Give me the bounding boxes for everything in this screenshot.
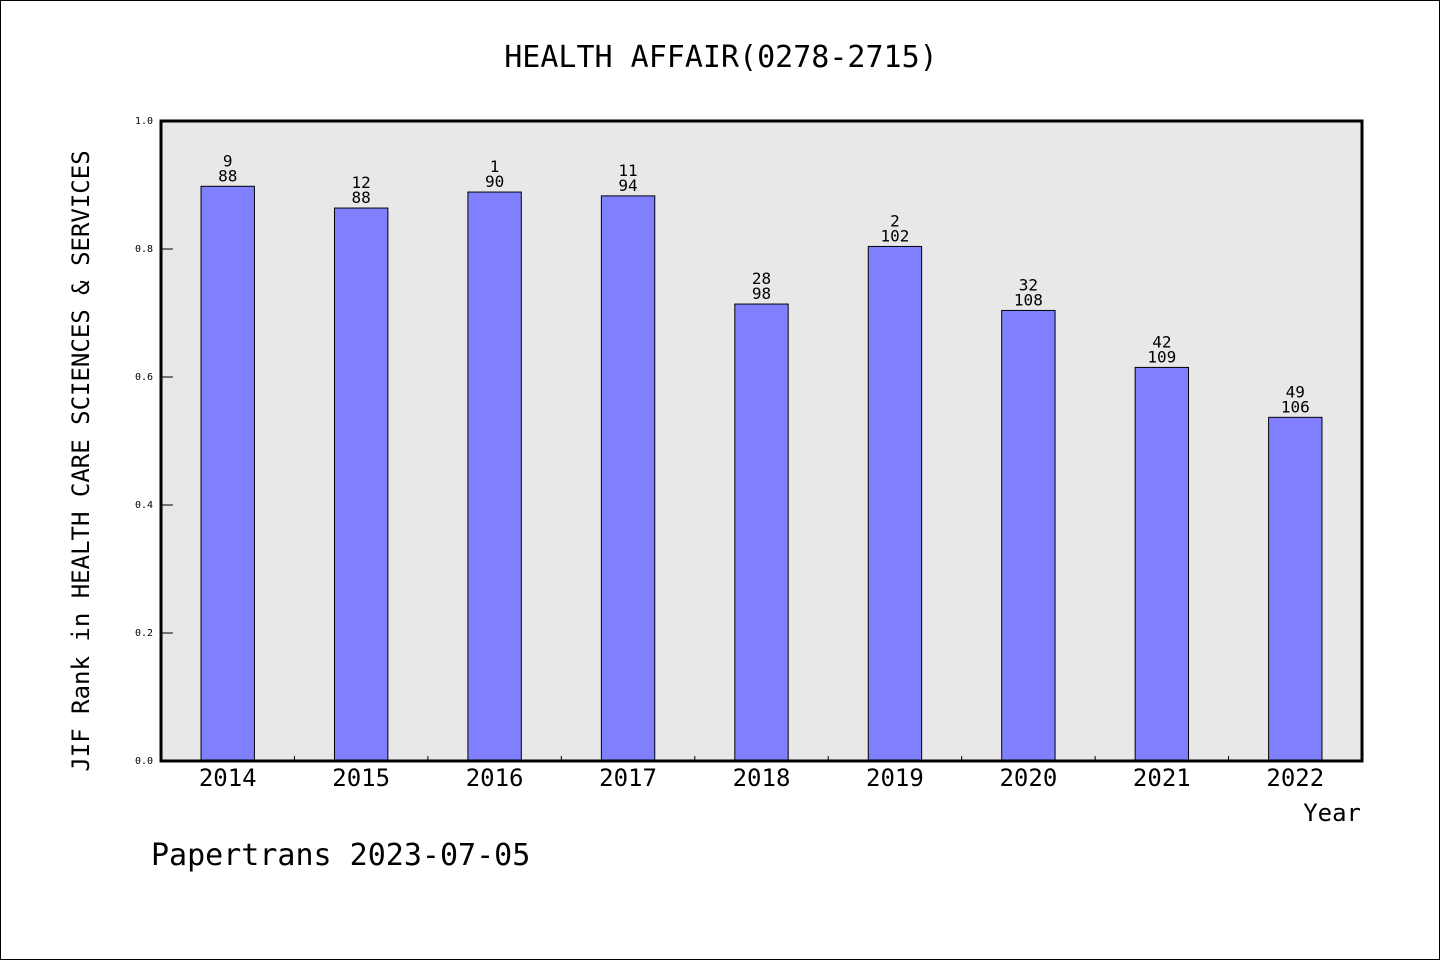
x-tick-label-2022: 2022 xyxy=(1266,764,1324,792)
y-tick-label-0.6: 0.6 xyxy=(135,372,153,383)
bar-label-rank-2017: 11 xyxy=(618,161,637,180)
bar-2014 xyxy=(200,185,255,762)
bar-label-rank-2018: 28 xyxy=(752,269,771,288)
bar-label-total-2018: 98 xyxy=(752,284,771,303)
bar-label-rank-2019: 2 xyxy=(890,211,900,230)
x-tick-label-2015: 2015 xyxy=(332,764,390,792)
bar-2022 xyxy=(1268,416,1323,762)
bar-label-rank-2021: 42 xyxy=(1152,332,1171,351)
bar-label-rank-2020: 32 xyxy=(1019,275,1038,294)
y-tick-label-0.8: 0.8 xyxy=(135,244,153,255)
bar-label-total-2015: 88 xyxy=(352,188,371,207)
bar-label-rank-2022: 49 xyxy=(1286,382,1305,401)
bar-label-total-2019: 102 xyxy=(880,226,909,245)
y-tick-label-0.0: 0.0 xyxy=(135,756,153,767)
y-tick-label-0.4: 0.4 xyxy=(135,500,153,511)
bar-2019 xyxy=(867,245,923,762)
y-axis-label: JIF Rank in HEALTH CARE SCIENCES & SERVI… xyxy=(67,150,95,771)
bar-label-total-2017: 94 xyxy=(618,176,637,195)
y-tick-label-0.2: 0.2 xyxy=(135,628,153,639)
bar-2018 xyxy=(734,303,789,762)
chart-title: HEALTH AFFAIR(0278-2715) xyxy=(504,40,937,75)
bar-label-rank-2015: 12 xyxy=(352,173,371,192)
x-tick-label-2019: 2019 xyxy=(866,764,924,792)
bar-2020 xyxy=(1001,309,1056,762)
x-tick-label-2016: 2016 xyxy=(466,764,524,792)
x-tick-label-2018: 2018 xyxy=(733,764,791,792)
footer-text: Papertrans 2023-07-05 xyxy=(151,838,530,873)
bar-label-total-2021: 109 xyxy=(1147,347,1176,366)
x-tick-label-2014: 2014 xyxy=(199,764,257,792)
bar-label-total-2020: 108 xyxy=(1014,290,1043,309)
bar-2015 xyxy=(333,207,389,762)
bar-label-rank-2016: 1 xyxy=(490,157,500,176)
bar-2016 xyxy=(467,191,522,762)
y-tick-label-1.0: 1.0 xyxy=(135,116,153,127)
bar-label-rank-2014: 9 xyxy=(223,151,233,170)
bar-2021 xyxy=(1134,366,1190,762)
x-tick-label-2021: 2021 xyxy=(1133,764,1191,792)
bar-2017 xyxy=(600,195,656,762)
bar-label-total-2016: 90 xyxy=(485,172,504,191)
plot-border xyxy=(159,119,1364,763)
bar-label-total-2022: 106 xyxy=(1281,397,1310,416)
axis-ticks-group: 2014 2015 2016 2017 2018 2019 2020 2021 2022 0.0 0… xyxy=(135,116,1324,792)
x-tick-label-2017: 2017 xyxy=(599,764,657,792)
x-axis-label: Year xyxy=(1303,799,1361,827)
bar-label-total-2014: 88 xyxy=(218,166,237,185)
x-tick-label-2020: 2020 xyxy=(999,764,1057,792)
